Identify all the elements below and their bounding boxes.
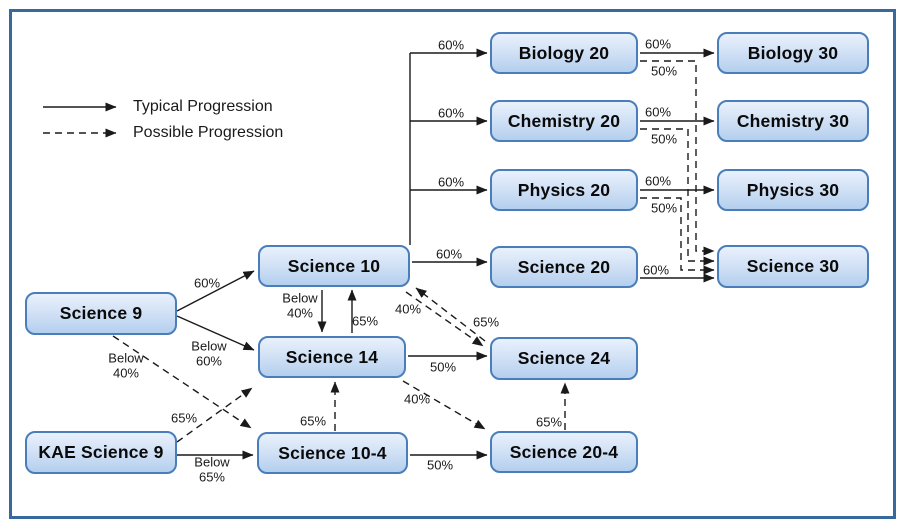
- edge-label: Below 60%: [191, 338, 227, 369]
- edge-label: Below 65%: [194, 454, 230, 485]
- edge-label: 65%: [535, 414, 563, 430]
- edge-label: Below 40%: [282, 290, 318, 321]
- edge-label: 65%: [472, 314, 500, 330]
- edge-science-9-to-science-10: [176, 270, 255, 312]
- edge-label: 60%: [644, 104, 672, 120]
- edge-label: 60%: [642, 262, 670, 278]
- edge-kae-science-9-to-science-14: [176, 387, 253, 443]
- node-science-14: Science 14: [258, 336, 406, 378]
- edge-label: 65%: [299, 413, 327, 429]
- edge-label: 50%: [429, 359, 457, 375]
- edge-label: 60%: [437, 37, 465, 53]
- node-chemistry-30: Chemistry 30: [717, 100, 869, 142]
- edge-label: 60%: [437, 174, 465, 190]
- edge-science-24-to-science-10: [415, 287, 486, 342]
- node-physics-30: Physics 30: [717, 169, 869, 211]
- edge-physics-20-to-science-30: [640, 197, 715, 275]
- edge-label: 65%: [170, 410, 198, 426]
- edge-label: 60%: [193, 275, 221, 291]
- edge-label: 50%: [426, 457, 454, 473]
- edge-label: 65%: [351, 313, 379, 329]
- edge-science-9-to-science-14: [176, 315, 255, 351]
- node-chemistry-20: Chemistry 20: [490, 100, 638, 142]
- node-biology-30: Biology 30: [717, 32, 869, 74]
- edge-label: 50%: [650, 200, 678, 216]
- legend-label-typical-progression: Typical Progression: [133, 98, 273, 115]
- node-science-20: Science 20: [490, 246, 638, 288]
- node-science-20-4: Science 20-4: [490, 431, 638, 473]
- edge-label: 60%: [435, 246, 463, 262]
- edge-science-10-to-science-24: [405, 291, 484, 347]
- edge-label: Below 40%: [108, 350, 144, 381]
- node-science-24: Science 24: [490, 337, 638, 380]
- edge-label: 60%: [644, 36, 672, 52]
- node-science-30: Science 30: [717, 245, 869, 288]
- edge-science-9-to-science-10-4: [112, 335, 252, 429]
- node-physics-20: Physics 20: [490, 169, 638, 211]
- node-science-10-4: Science 10-4: [257, 432, 408, 474]
- edge-label: 40%: [394, 301, 422, 317]
- edge-chemistry-20-to-science-30: [640, 128, 715, 266]
- edge-label: 50%: [650, 63, 678, 79]
- edge-science-14-to-science-20-4: [402, 380, 486, 430]
- edge-label: 40%: [403, 391, 431, 407]
- edge-label: 60%: [437, 105, 465, 121]
- node-science-9: Science 9: [25, 292, 177, 335]
- node-kae-science-9: KAE Science 9: [25, 431, 177, 474]
- legend-label-possible-progression: Possible Progression: [133, 124, 284, 141]
- edge-biology-20-to-science-30: [640, 60, 715, 256]
- edge-label: 60%: [644, 173, 672, 189]
- node-science-10: Science 10: [258, 245, 410, 287]
- node-biology-20: Biology 20: [490, 32, 638, 74]
- edge-label: 50%: [650, 131, 678, 147]
